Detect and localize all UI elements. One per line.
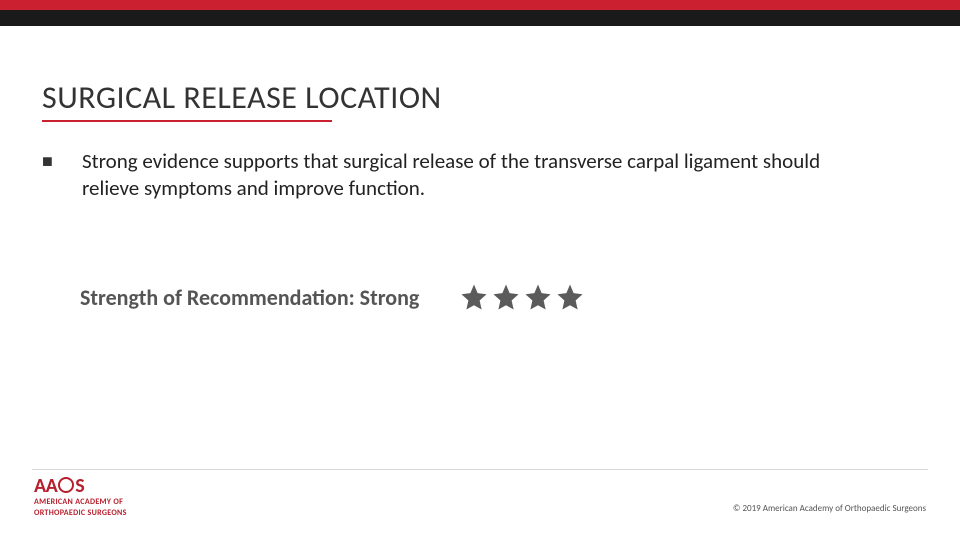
star-icon	[491, 282, 521, 312]
star-icon	[523, 282, 553, 312]
logo-text-left: AA	[34, 476, 57, 496]
bullet-item: ■ Strong evidence supports that surgical…	[42, 148, 880, 202]
header-dark-stripe	[0, 10, 960, 26]
logo-o-icon	[58, 477, 74, 493]
slide-title: SURGICAL RELEASE LOCATION	[42, 78, 442, 117]
header-red-stripe	[0, 0, 960, 10]
logo-acronym: AA S	[34, 476, 127, 496]
bullet-marker-icon: ■	[42, 148, 82, 202]
logo-text-right: S	[75, 476, 84, 496]
header-bar	[0, 0, 960, 26]
star-icon	[555, 282, 585, 312]
slide: SURGICAL RELEASE LOCATION ■ Strong evide…	[0, 0, 960, 540]
aaos-logo: AA S AMERICAN ACADEMY OF ORTHOPAEDIC SUR…	[34, 476, 127, 518]
logo-subtitle-line1: AMERICAN ACADEMY OF	[34, 498, 127, 507]
copyright-text: © 2019 American Academy of Orthopaedic S…	[733, 503, 926, 514]
title-underline	[42, 120, 332, 122]
star-rating	[459, 282, 585, 312]
bullet-text: Strong evidence supports that surgical r…	[82, 148, 880, 202]
star-icon	[459, 282, 489, 312]
recommendation-strength: Strength of Recommendation: Strong	[80, 282, 585, 312]
logo-subtitle-line2: ORTHOPAEDIC SURGEONS	[34, 509, 127, 518]
footer-divider	[32, 469, 928, 470]
recommendation-label: Strength of Recommendation: Strong	[80, 284, 419, 311]
